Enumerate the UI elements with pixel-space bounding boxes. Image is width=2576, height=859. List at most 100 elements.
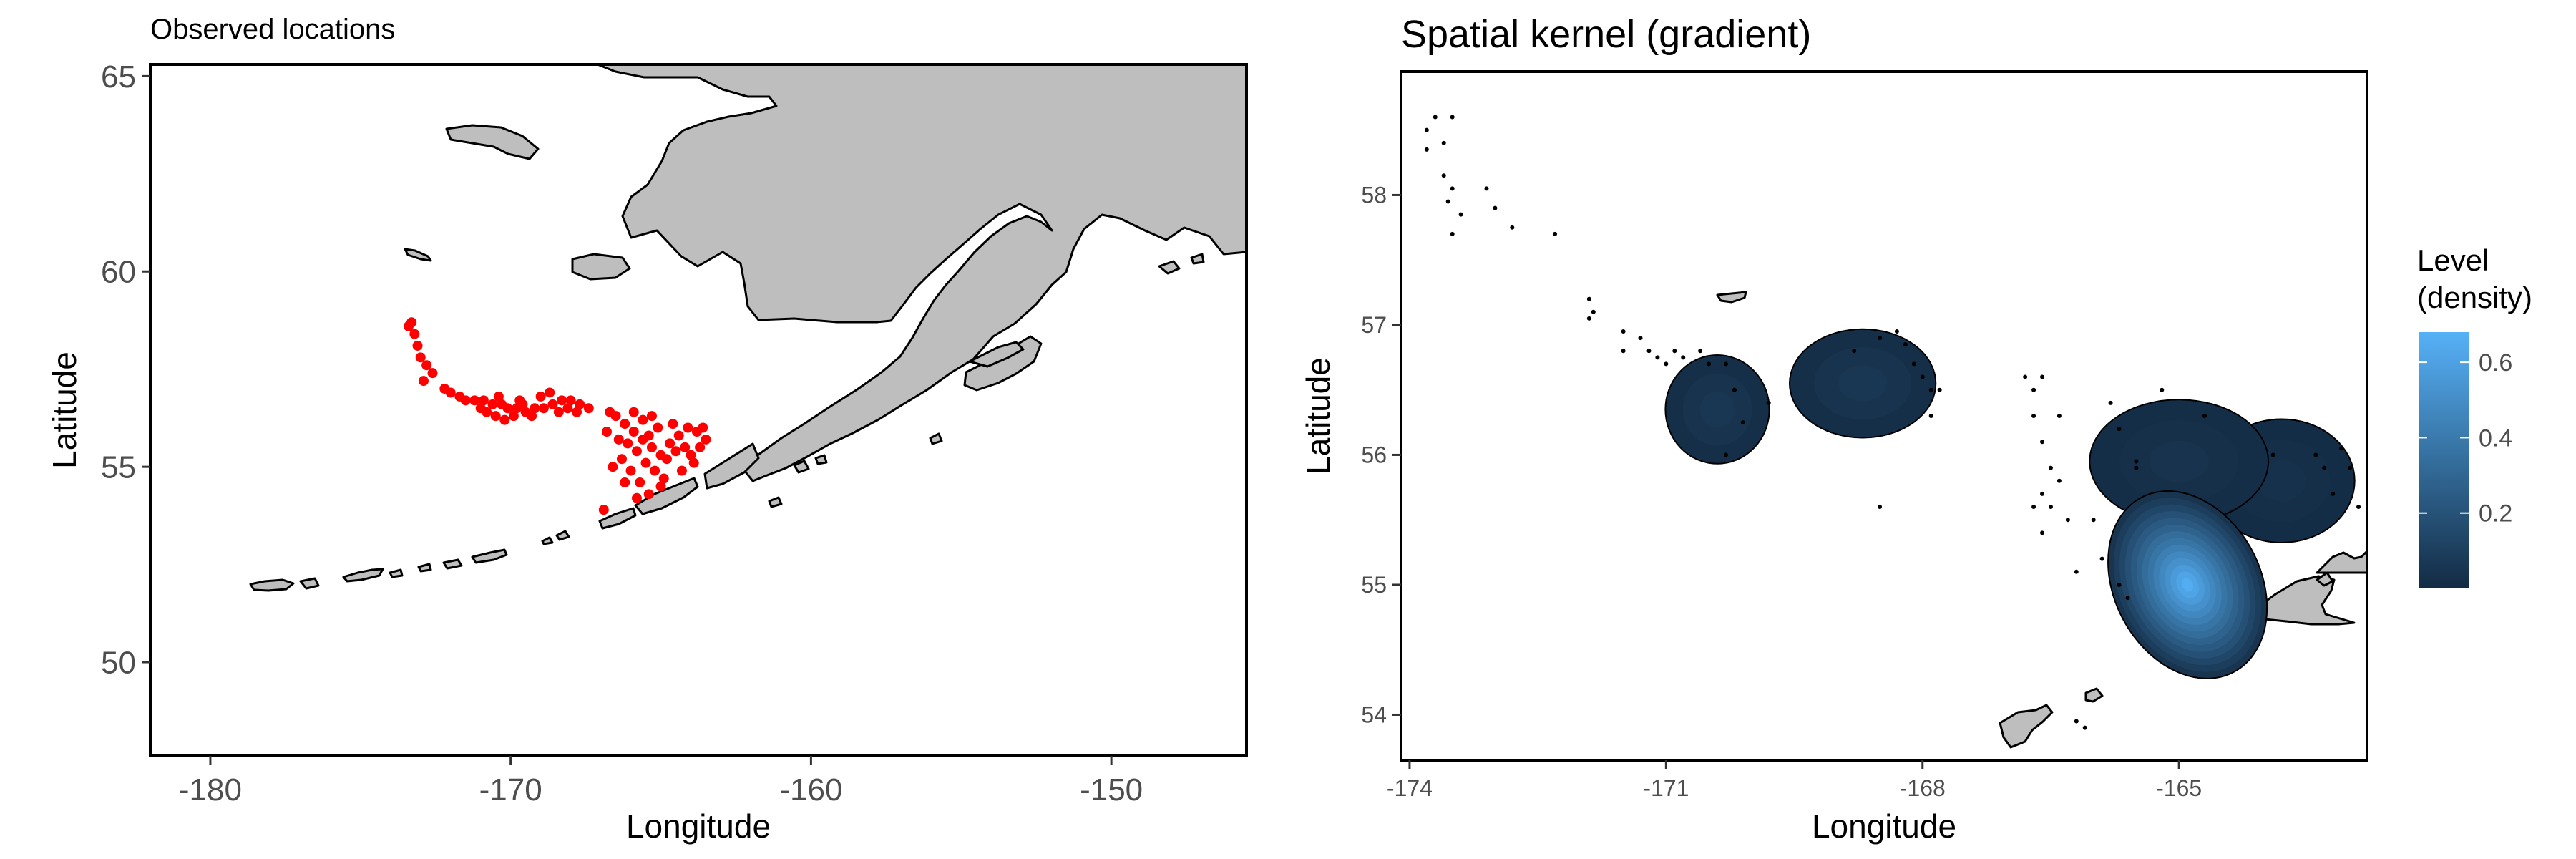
observed-point (409, 329, 420, 339)
location-point (1672, 349, 1677, 354)
observed-point (475, 403, 486, 414)
observed-point (502, 403, 513, 414)
location-point (1586, 296, 1591, 301)
observed-point (616, 454, 627, 465)
location-point (2082, 725, 2087, 730)
nunivak-island (571, 253, 631, 281)
right-y-tick-label: 56 (1361, 442, 1387, 468)
location-point (2048, 505, 2053, 510)
observed-point (680, 442, 691, 452)
semidi-islands (929, 432, 943, 445)
location-point (1698, 349, 1703, 354)
observed-point (412, 340, 423, 351)
unimak-island-closeup (2253, 575, 2356, 626)
location-point (1766, 400, 1771, 405)
density-contour-band (1838, 365, 1888, 402)
left-y-tick-label: 55 (101, 450, 136, 485)
location-point (1723, 361, 1728, 367)
location-point (2160, 387, 2165, 392)
observed-point (625, 465, 636, 476)
observed-point (545, 387, 555, 398)
location-point (2074, 569, 2079, 574)
location-point (1707, 361, 1712, 367)
right-chart-title: Spatial kernel (gradient) (1401, 13, 1811, 56)
location-point (2040, 530, 2045, 535)
andreanof-islands (417, 548, 508, 573)
location-point (1638, 336, 1643, 341)
observed-point (646, 411, 657, 422)
location-point (2125, 596, 2130, 601)
observed-point (631, 492, 642, 503)
st-lawrence-island (445, 124, 540, 160)
location-point (1723, 452, 1728, 457)
location-point (1646, 349, 1652, 354)
location-point (1553, 231, 1558, 236)
alaska-mainland (596, 64, 1246, 482)
legend-title-line-2: (density) (2417, 281, 2532, 314)
right-x-axis-label: Longitude (1812, 807, 1956, 845)
density-kernel-layer (1664, 328, 2356, 679)
location-point (2117, 427, 2122, 432)
right-panel-border (1400, 70, 2368, 762)
location-point (1450, 186, 1455, 191)
observed-point (620, 477, 630, 487)
observed-locations-panel: Observed locations (46, 14, 1248, 845)
location-point (2348, 465, 2353, 470)
location-point (2091, 518, 2096, 523)
st-matthew-island (404, 248, 432, 262)
observed-point (460, 395, 471, 406)
observed-point (418, 376, 429, 387)
left-x-tick-label: -170 (479, 772, 542, 807)
left-map-land (249, 64, 1246, 592)
observed-point (562, 403, 573, 414)
location-point (2331, 491, 2336, 496)
location-point (1586, 316, 1591, 321)
alaska-peninsula-closeup (2316, 528, 2367, 587)
location-point (2048, 465, 2053, 470)
observed-point (623, 438, 633, 449)
observed-point (535, 391, 546, 402)
observed-point (653, 422, 663, 433)
right-x-tick-label: -168 (1900, 775, 1946, 801)
location-point (1878, 505, 1883, 510)
observed-point (613, 434, 624, 445)
location-point (1920, 374, 1925, 379)
right-y-tick-label: 55 (1361, 572, 1387, 598)
shumagin-islands (793, 454, 828, 474)
location-point (1450, 115, 1455, 120)
left-y-tick-label: 60 (101, 255, 136, 290)
right-y-axis-label: Latitude (1299, 357, 1337, 475)
location-point (2074, 719, 2079, 724)
location-point (1424, 147, 1429, 152)
location-point (1458, 212, 1463, 217)
observed-point (638, 414, 648, 425)
rat-islands (342, 568, 404, 583)
observed-point (688, 457, 699, 468)
observed-point (628, 427, 639, 437)
observed-point (670, 446, 681, 457)
density-contour-band (2257, 460, 2306, 502)
density-contour-band (2149, 440, 2209, 482)
location-point (1493, 205, 1498, 210)
location-point (1852, 349, 1857, 354)
right-y-tick-label: 54 (1361, 702, 1387, 728)
observed-point (565, 395, 576, 406)
sanak-island (768, 496, 783, 508)
observed-point (620, 419, 630, 430)
observed-point (445, 387, 456, 398)
observed-point (646, 442, 657, 452)
legend: Level (density) 0.2 0.4 0.6 (2417, 243, 2532, 588)
location-point (1445, 199, 1450, 204)
location-point (1450, 231, 1455, 236)
observed-point (508, 411, 519, 422)
legend-colorbar (2419, 332, 2469, 588)
kenai-islands (968, 341, 1025, 368)
left-panel-border (149, 63, 1248, 757)
location-point (1510, 225, 1515, 230)
location-point (1740, 420, 1745, 425)
right-points-layer (1424, 115, 2361, 730)
left-x-tick-label: -150 (1080, 772, 1143, 807)
location-point (2117, 582, 2122, 587)
location-point (1903, 342, 1908, 347)
right-x-tick-label: -174 (1387, 775, 1433, 801)
